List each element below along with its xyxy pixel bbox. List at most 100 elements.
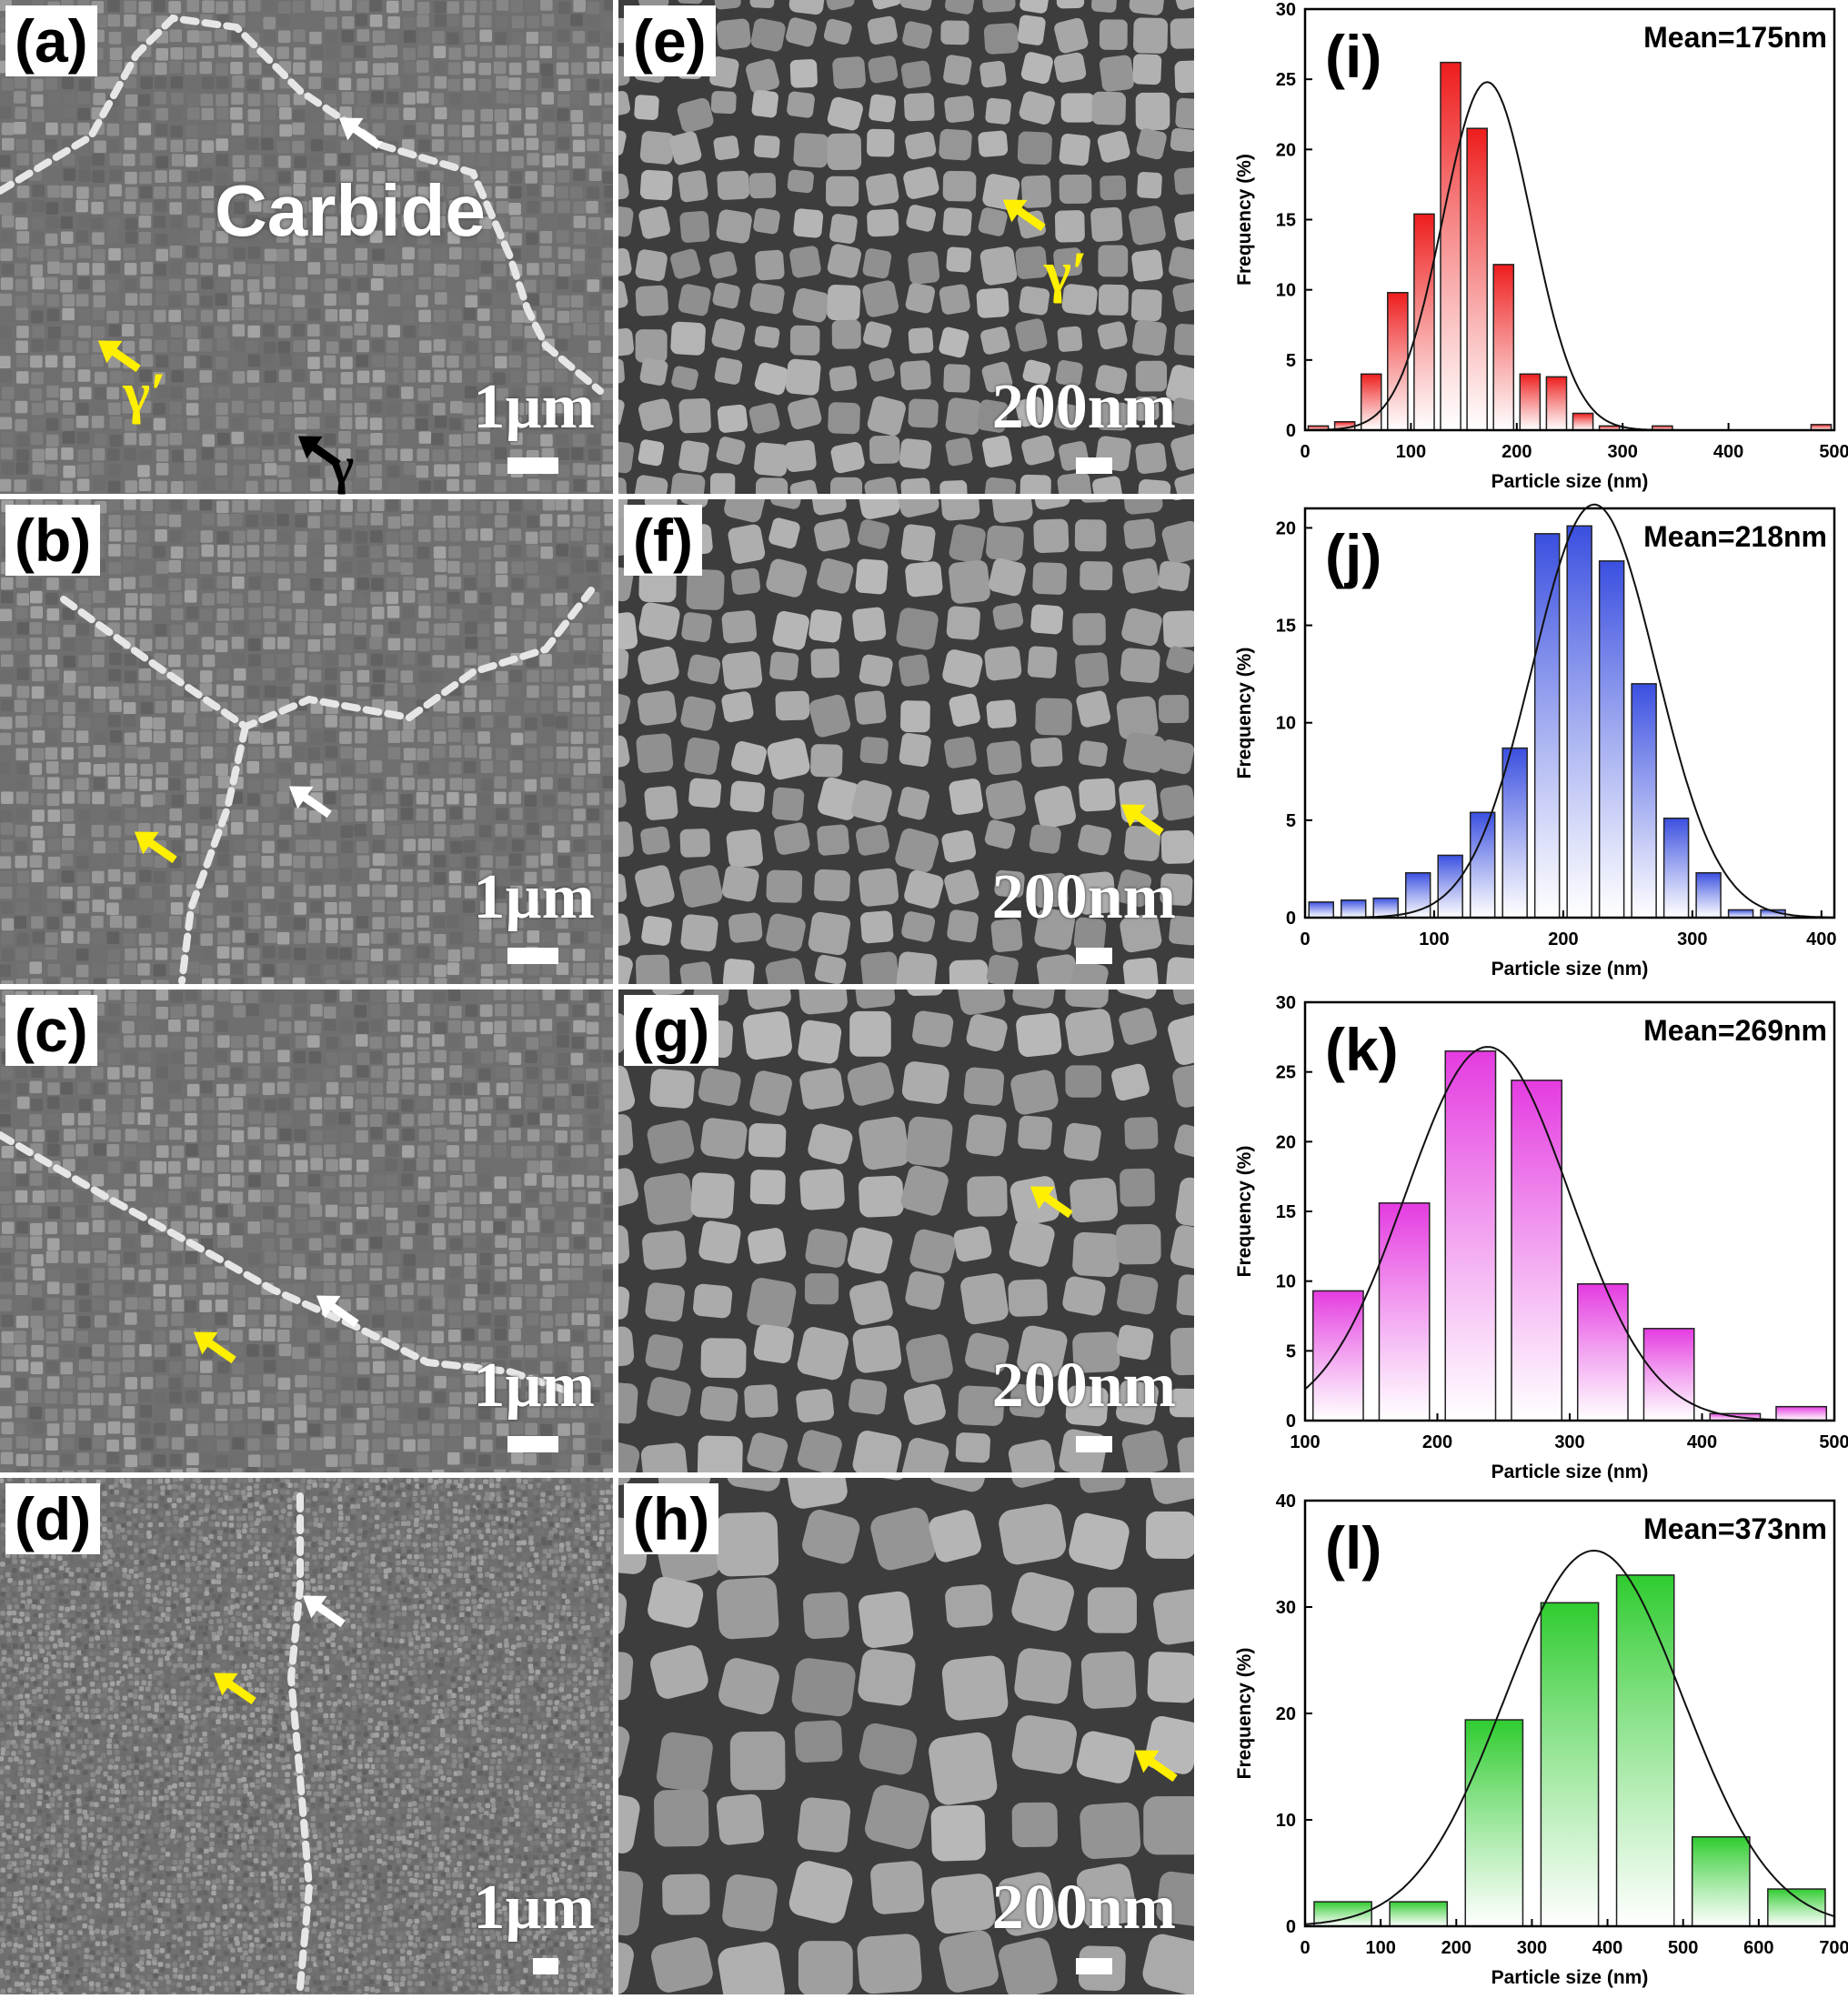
x-tick-label: 400	[1687, 1432, 1717, 1452]
x-tick-label: 300	[1608, 442, 1638, 462]
x-tick-label: 100	[1419, 929, 1449, 949]
panel-label: (e)	[624, 5, 716, 76]
x-tick-label: 500	[1819, 442, 1848, 462]
histogram-bar	[1502, 748, 1527, 918]
panel-label: (f)	[624, 505, 702, 576]
panel-label: (g)	[624, 995, 718, 1066]
histogram-bar	[1341, 900, 1366, 918]
histogram-bar	[1520, 374, 1540, 430]
y-tick-label: 0	[1286, 909, 1296, 929]
scale-bar-label: 200nm	[992, 1354, 1176, 1418]
histogram-bar	[1441, 63, 1461, 430]
sem-panel-d: (d) 1µm	[0, 1478, 613, 1994]
panel-label: (j)	[1325, 522, 1381, 589]
x-tick-label: 500	[1668, 1938, 1698, 1958]
histogram-bar	[1388, 293, 1408, 430]
y-tick-label: 25	[1276, 70, 1296, 90]
histogram-bar	[1567, 526, 1592, 918]
panel-label: (l)	[1325, 1514, 1381, 1582]
y-tick-label: 10	[1276, 281, 1296, 301]
scale-bar	[1076, 1436, 1112, 1452]
x-tick-label: 200	[1422, 1432, 1452, 1452]
mean-label: Mean=175nm	[1643, 21, 1827, 54]
x-tick-label: 100	[1396, 442, 1426, 462]
y-tick-label: 40	[1276, 1492, 1296, 1512]
histogram-bar	[1493, 265, 1513, 430]
gamma-arrow-icon	[286, 418, 350, 482]
histogram-bar	[1600, 561, 1624, 918]
gamma-prime-label-e: γ′	[1044, 238, 1088, 306]
histogram-bar	[1776, 1407, 1826, 1421]
x-tick-label: 100	[1365, 1938, 1395, 1958]
scale-bar-label: 200nm	[992, 866, 1176, 929]
scale-bar-label: 1µm	[473, 1354, 595, 1418]
sem-panel-e: (e) 200nm	[618, 0, 1194, 494]
scale-bar	[507, 948, 558, 964]
gamma-prime-arrow-icon	[182, 1314, 246, 1378]
scale-bar	[1076, 457, 1112, 474]
y-tick-label: 10	[1276, 1272, 1296, 1292]
x-tick-label: 200	[1441, 1938, 1471, 1958]
panel-label: (d)	[5, 1483, 100, 1554]
y-tick-label: 10	[1276, 1811, 1296, 1831]
gamma-prime-arrow-icon	[123, 814, 186, 878]
sem-panel-h: (h)200nm	[618, 1478, 1194, 1994]
x-tick-label: 500	[1819, 1432, 1848, 1452]
scale-bar	[507, 1436, 558, 1452]
panel-label: (c)	[5, 995, 97, 1066]
scale-bar	[1076, 948, 1112, 964]
histogram-bar	[1546, 377, 1566, 430]
sem-panel-c: (c) 1µm	[0, 989, 613, 1472]
y-tick-label: 0	[1286, 1917, 1296, 1937]
panel-label: (i)	[1325, 23, 1381, 90]
x-axis-label: Particle size (nm)	[1491, 1462, 1649, 1482]
sem-panel-g: (g) 200nm	[618, 989, 1194, 1472]
y-tick-label: 30	[1276, 993, 1296, 1013]
histogram-bar	[1692, 1837, 1750, 1926]
x-tick-label: 400	[1806, 929, 1836, 949]
histogram-bar	[1438, 855, 1462, 918]
x-tick-label: 0	[1300, 929, 1310, 949]
histogram-bar	[1471, 812, 1495, 918]
y-tick-label: 15	[1276, 617, 1296, 637]
y-tick-label: 10	[1276, 714, 1296, 734]
panel-label: (b)	[5, 505, 100, 576]
histogram-bar	[1465, 1720, 1522, 1926]
x-tick-label: 700	[1819, 1938, 1848, 1958]
histogram-bar	[1541, 1602, 1598, 1926]
x-axis-label: Particle size (nm)	[1491, 1967, 1649, 1988]
y-axis-label: Frequency (%)	[1234, 154, 1255, 286]
gamma-prime-arrow-icon	[86, 323, 150, 387]
mean-label: Mean=373nm	[1643, 1512, 1827, 1545]
x-tick-label: 300	[1517, 1938, 1547, 1958]
x-tick-label: 400	[1592, 1938, 1622, 1958]
scale-bar-label: 200nm	[992, 376, 1176, 439]
scale-bar-label: 1µm	[473, 376, 595, 439]
x-tick-label: 400	[1713, 442, 1743, 462]
histogram-bar	[1390, 1902, 1447, 1926]
y-tick-label: 5	[1286, 1341, 1296, 1361]
histogram-bar	[1535, 534, 1560, 918]
histogram-bar	[1578, 1284, 1628, 1421]
scale-bar-label: 200nm	[992, 1876, 1176, 1940]
mean-label: Mean=269nm	[1643, 1014, 1827, 1047]
x-axis-label: Particle size (nm)	[1491, 959, 1649, 979]
histogram-bar	[1768, 1889, 1825, 1926]
histogram-bar	[1572, 413, 1592, 430]
y-axis-label: Frequency (%)	[1234, 1648, 1255, 1780]
histogram-bar	[1617, 1575, 1674, 1926]
y-tick-label: 0	[1286, 421, 1296, 441]
scale-bar-label: 1µm	[473, 1876, 595, 1940]
scale-bar	[1076, 1958, 1112, 1974]
panel-label: (k)	[1325, 1016, 1399, 1083]
histogram-bar	[1729, 909, 1753, 918]
sem-panel-b: (b)1µm	[0, 499, 613, 984]
carbide-arrow-icon	[291, 1578, 355, 1642]
y-tick-label: 25	[1276, 1063, 1296, 1083]
y-tick-label: 5	[1286, 811, 1296, 831]
scale-bar	[507, 457, 558, 474]
